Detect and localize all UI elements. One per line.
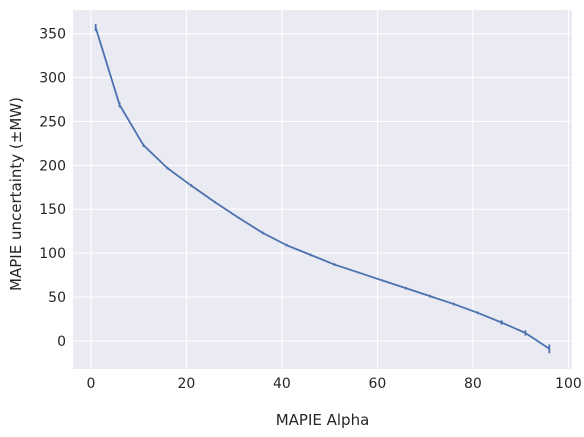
y-tick-label: 0 (57, 334, 66, 350)
y-axis-ticks: 0 50 100 150 200 250 300 350 (39, 27, 66, 350)
y-tick-label: 250 (39, 114, 66, 130)
y-tick-label: 350 (39, 27, 66, 43)
x-axis-label: MAPIE Alpha (276, 411, 370, 429)
x-tick-label: 40 (273, 376, 291, 392)
x-tick-label: 80 (464, 376, 482, 392)
y-tick-label: 150 (39, 202, 66, 218)
x-axis-ticks: 0 20 40 60 80 100 (86, 376, 581, 392)
y-tick-label: 300 (39, 71, 66, 87)
y-tick-label: 100 (39, 246, 66, 262)
y-tick-label: 50 (48, 290, 66, 306)
series-line (94, 24, 551, 354)
x-tick-label: 100 (555, 376, 582, 392)
x-tick-label: 20 (177, 376, 195, 392)
plot-background (73, 10, 572, 369)
y-tick-label: 200 (39, 158, 66, 174)
series-polyline (94, 27, 550, 350)
y-axis-label: MAPIE uncertainty (±MW) (7, 97, 25, 291)
x-tick-label: 60 (368, 376, 386, 392)
x-tick-label: 0 (86, 376, 95, 392)
grid-lines (73, 10, 572, 369)
